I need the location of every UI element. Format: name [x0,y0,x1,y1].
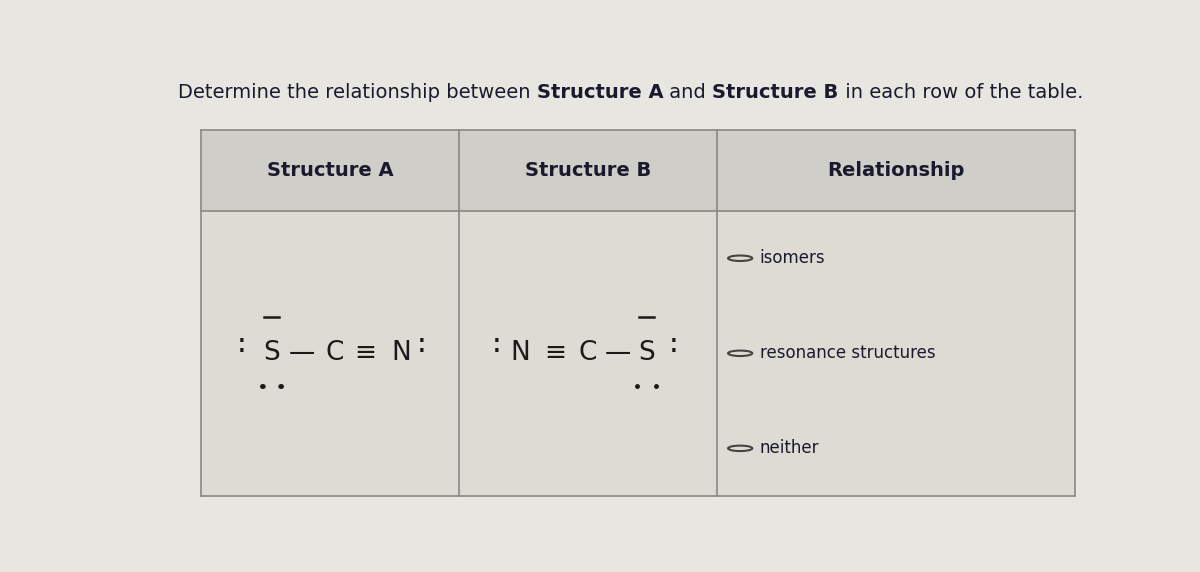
Text: C: C [578,340,598,366]
Text: C: C [325,340,344,366]
Text: :: : [413,332,430,359]
Text: S: S [638,340,655,366]
Text: resonance structures: resonance structures [760,344,935,362]
Text: —: — [605,340,631,366]
Text: Relationship: Relationship [828,161,965,180]
Bar [202,130,1075,496]
Text: in each row of the table.: in each row of the table. [839,84,1082,102]
Text: :: : [234,332,250,359]
Bar [202,130,1075,210]
Text: :: : [666,332,682,359]
Text: N: N [392,340,412,366]
Text: Determine the relationship between: Determine the relationship between [178,84,536,102]
Text: neither: neither [760,439,820,458]
Text: Structure A: Structure A [536,84,664,102]
Text: —: — [289,340,316,366]
Text: Structure B: Structure B [524,161,652,180]
Text: and: and [664,84,713,102]
Text: N: N [510,340,530,366]
Text: isomers: isomers [760,249,826,267]
Text: Structure A: Structure A [266,161,394,180]
Text: ≡: ≡ [545,340,566,366]
Text: S: S [263,340,280,366]
Text: :: : [488,332,505,359]
Text: Structure B: Structure B [713,84,839,102]
Text: ≡: ≡ [354,340,377,366]
